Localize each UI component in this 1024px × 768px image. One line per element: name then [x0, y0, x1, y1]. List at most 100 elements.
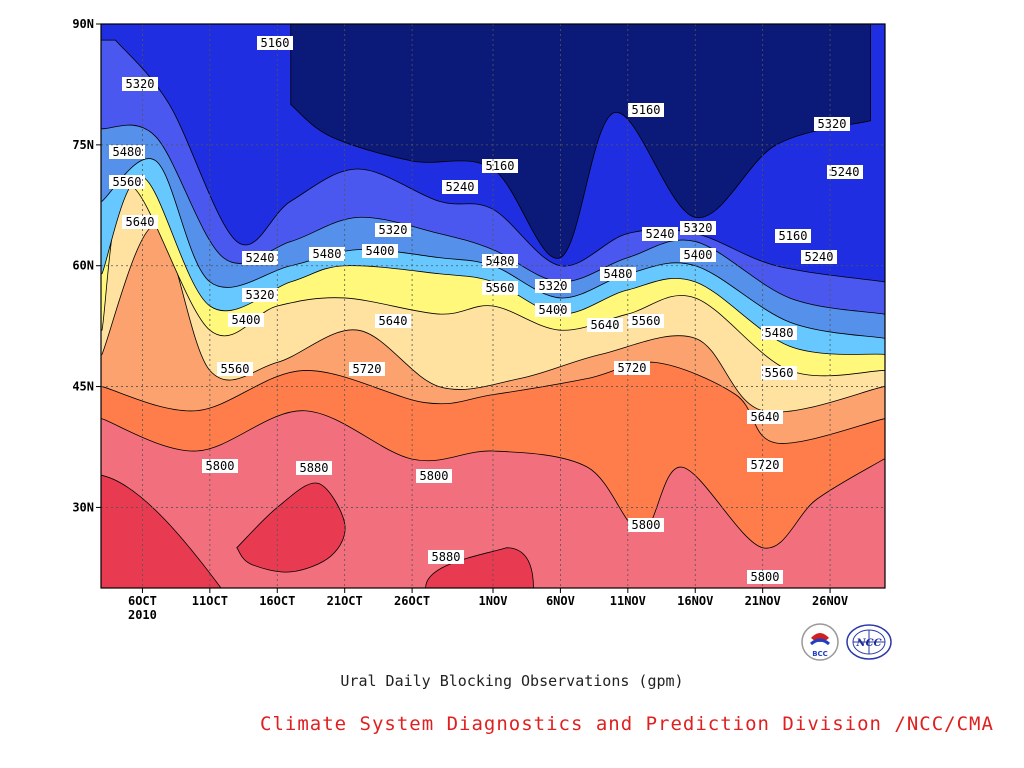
contour-label-5480: 5480 — [313, 247, 342, 261]
contour-label-bg-5160 — [775, 229, 811, 243]
contour-label-5560: 5560 — [113, 175, 142, 189]
contour-label-5480: 5480 — [604, 267, 633, 281]
contour-label-5320: 5320 — [684, 221, 713, 235]
contour-label-bg-5640 — [587, 318, 623, 332]
x-tick-label: 6NOV — [546, 594, 575, 608]
contour-label-bg-5800 — [202, 459, 238, 473]
contour-label-bg-5800 — [747, 570, 783, 584]
contour-label-bg-5640 — [122, 215, 158, 229]
contour-label-bg-5400 — [535, 303, 571, 317]
contour-label-5560: 5560 — [486, 281, 515, 295]
contour-label-5640: 5640 — [379, 314, 408, 328]
contour-label-5480: 5480 — [113, 145, 142, 159]
grid-lines — [101, 23, 885, 588]
contour-label-5320: 5320 — [126, 77, 155, 91]
y-tick-label: 30N — [72, 500, 94, 514]
contour-label-5800: 5800 — [206, 459, 235, 473]
contour-label-5320: 5320 — [539, 279, 568, 293]
contour-label-bg-5560 — [109, 175, 145, 189]
contour-labels: 5160 5320 5480 5560 5640 5240 5320 5400 5560 5800… — [109, 36, 863, 584]
ncc-logo: NCC — [846, 624, 892, 660]
contour-label-5640: 5640 — [751, 410, 780, 424]
contour-label-bg-5160 — [628, 103, 664, 117]
contour-label-5880: 5880 — [300, 461, 329, 475]
contour-label-bg-5320 — [242, 288, 278, 302]
contour-label-bg-5560 — [628, 314, 664, 328]
chart-title: Ural Daily Blocking Observations (gpm) — [340, 672, 684, 690]
x-tick-label: 26OCT — [394, 594, 430, 608]
contour-label-5800: 5800 — [751, 570, 780, 584]
y-tick-label: 75N — [72, 138, 94, 152]
contour-label-5480: 5480 — [486, 254, 515, 268]
x-tick-label: 11NOV — [610, 594, 646, 608]
bcc-logo: BCC — [801, 623, 839, 661]
axes: 30N 45N 60N 75N 90N 6OCT 11OCT 16OCT 21OCT 26OCT 1… — [72, 17, 848, 622]
x-tick-label: 16OCT — [259, 594, 295, 608]
contour-label-5800: 5800 — [632, 518, 661, 532]
contour-label-bg-5400 — [228, 313, 264, 327]
x-tick-label: 6OCT — [128, 594, 157, 608]
contour-label-bg-5880 — [428, 550, 464, 564]
contour-label-bg-5320 — [375, 223, 411, 237]
contour-label-5320: 5320 — [818, 117, 847, 131]
contour-label-bg-5480 — [309, 247, 345, 261]
contour-label-5880: 5880 — [432, 550, 461, 564]
x-tick-label: 26NOV — [812, 594, 848, 608]
x-tick-label: 21NOV — [745, 594, 781, 608]
contour-label-5480: 5480 — [765, 326, 794, 340]
contour-label-5400: 5400 — [539, 303, 568, 317]
contour-label-5240: 5240 — [446, 180, 475, 194]
contour-label-bg-5480 — [600, 267, 636, 281]
contour-label-bg-5720 — [747, 458, 783, 472]
credit-line: Climate System Diagnostics and Predictio… — [260, 713, 994, 735]
contour-label-5560: 5560 — [221, 362, 250, 376]
y-tick-label: 45N — [72, 380, 94, 394]
contour-label-bg-5720 — [614, 361, 650, 375]
contour-label-bg-5640 — [747, 410, 783, 424]
contour-label-bg-5880 — [296, 461, 332, 475]
contour-label-5240: 5240 — [805, 250, 834, 264]
x-tick-label: 21OCT — [327, 594, 363, 608]
contour-label-bg-5240 — [442, 180, 478, 194]
contour-label-bg-5160 — [257, 36, 293, 50]
contour-label-5640: 5640 — [591, 318, 620, 332]
contour-label-5560: 5560 — [765, 366, 794, 380]
contour-label-bg-5320 — [535, 279, 571, 293]
contour-label-bg-5560 — [482, 281, 518, 295]
contour-label-bg-5560 — [217, 362, 253, 376]
contour-label-bg-5400 — [680, 248, 716, 262]
contour-label-bg-5480 — [482, 254, 518, 268]
contour-label-5720: 5720 — [751, 458, 780, 472]
contour-label-bg-5640 — [375, 314, 411, 328]
contour-label-bg-5720 — [349, 362, 385, 376]
contour-label-bg-5320 — [814, 117, 850, 131]
contour-label-bg-5240 — [827, 165, 863, 179]
contour-label-5400: 5400 — [232, 313, 261, 327]
contour-label-5800: 5800 — [420, 469, 449, 483]
contour-label-5560: 5560 — [632, 314, 661, 328]
contour-label-bg-5240 — [801, 250, 837, 264]
contour-label-5400: 5400 — [684, 248, 713, 262]
ncc-logo-text: NCC — [855, 638, 881, 649]
contour-label-bg-5480 — [761, 326, 797, 340]
contour-label-5240: 5240 — [646, 227, 675, 241]
contour-label-5400: 5400 — [366, 244, 395, 258]
contour-label-5160: 5160 — [779, 229, 808, 243]
contour-5880-center — [425, 547, 534, 588]
y-tick-label: 60N — [72, 259, 94, 273]
contour-label-5240: 5240 — [246, 251, 275, 265]
contour-label-5320: 5320 — [246, 288, 275, 302]
contour-label-5160: 5160 — [261, 36, 290, 50]
contour-label-bg-5240 — [242, 251, 278, 265]
contour-label-bg-5160 — [482, 159, 518, 173]
contour-label-5160: 5160 — [486, 159, 515, 173]
bcc-logo-text: BCC — [812, 650, 828, 658]
contour-label-5320: 5320 — [379, 223, 408, 237]
y-tick-label: 90N — [72, 17, 94, 31]
contour-label-bg-5480 — [109, 145, 145, 159]
contour-5880-cell — [236, 482, 346, 573]
contour-label-5640: 5640 — [126, 215, 155, 229]
contour-label-bg-5800 — [628, 518, 664, 532]
x-tick-label: 16NOV — [677, 594, 713, 608]
